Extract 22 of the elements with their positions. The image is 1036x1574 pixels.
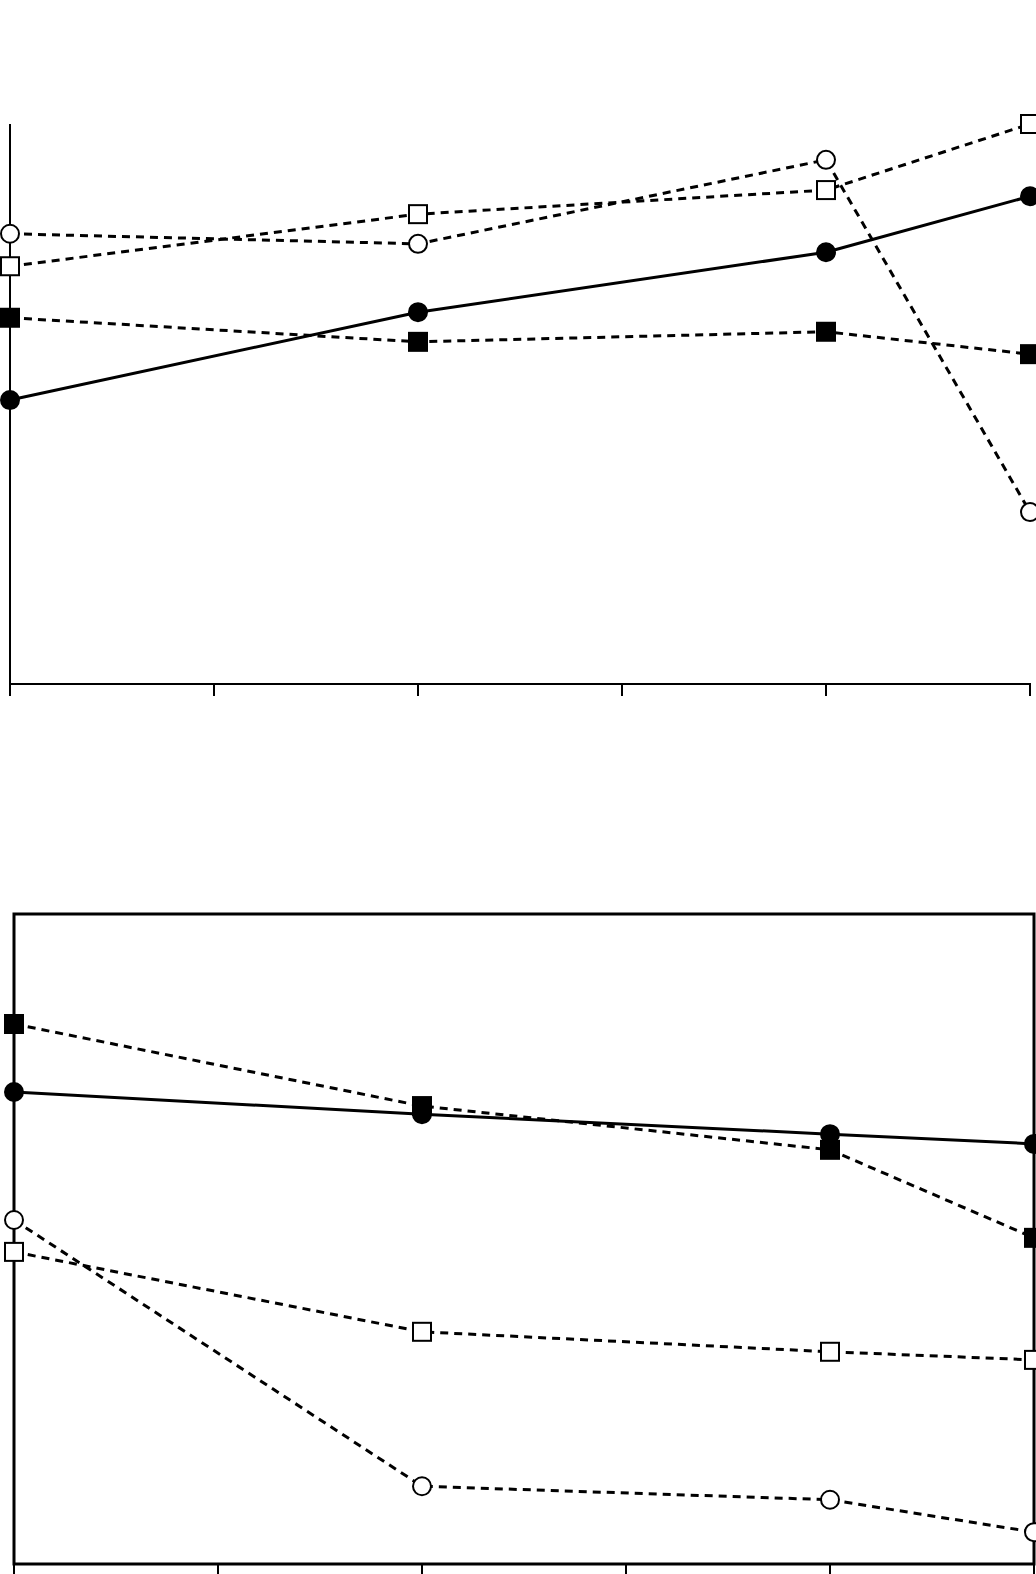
point	[408, 331, 428, 352]
point	[816, 180, 836, 201]
point	[4, 1241, 24, 1262]
point	[408, 204, 428, 225]
point	[816, 242, 836, 263]
point	[816, 149, 836, 170]
point	[4, 1014, 24, 1034]
point	[816, 321, 836, 342]
point	[412, 1321, 432, 1342]
point	[820, 1139, 840, 1160]
point	[4, 1210, 24, 1231]
point	[820, 1489, 840, 1510]
point	[408, 302, 428, 323]
point	[0, 307, 20, 328]
point	[0, 256, 20, 277]
point	[4, 1082, 24, 1103]
point	[0, 390, 20, 411]
point	[412, 1476, 432, 1497]
point	[412, 1096, 432, 1117]
point	[0, 223, 20, 244]
point	[820, 1341, 840, 1362]
point	[408, 233, 428, 254]
